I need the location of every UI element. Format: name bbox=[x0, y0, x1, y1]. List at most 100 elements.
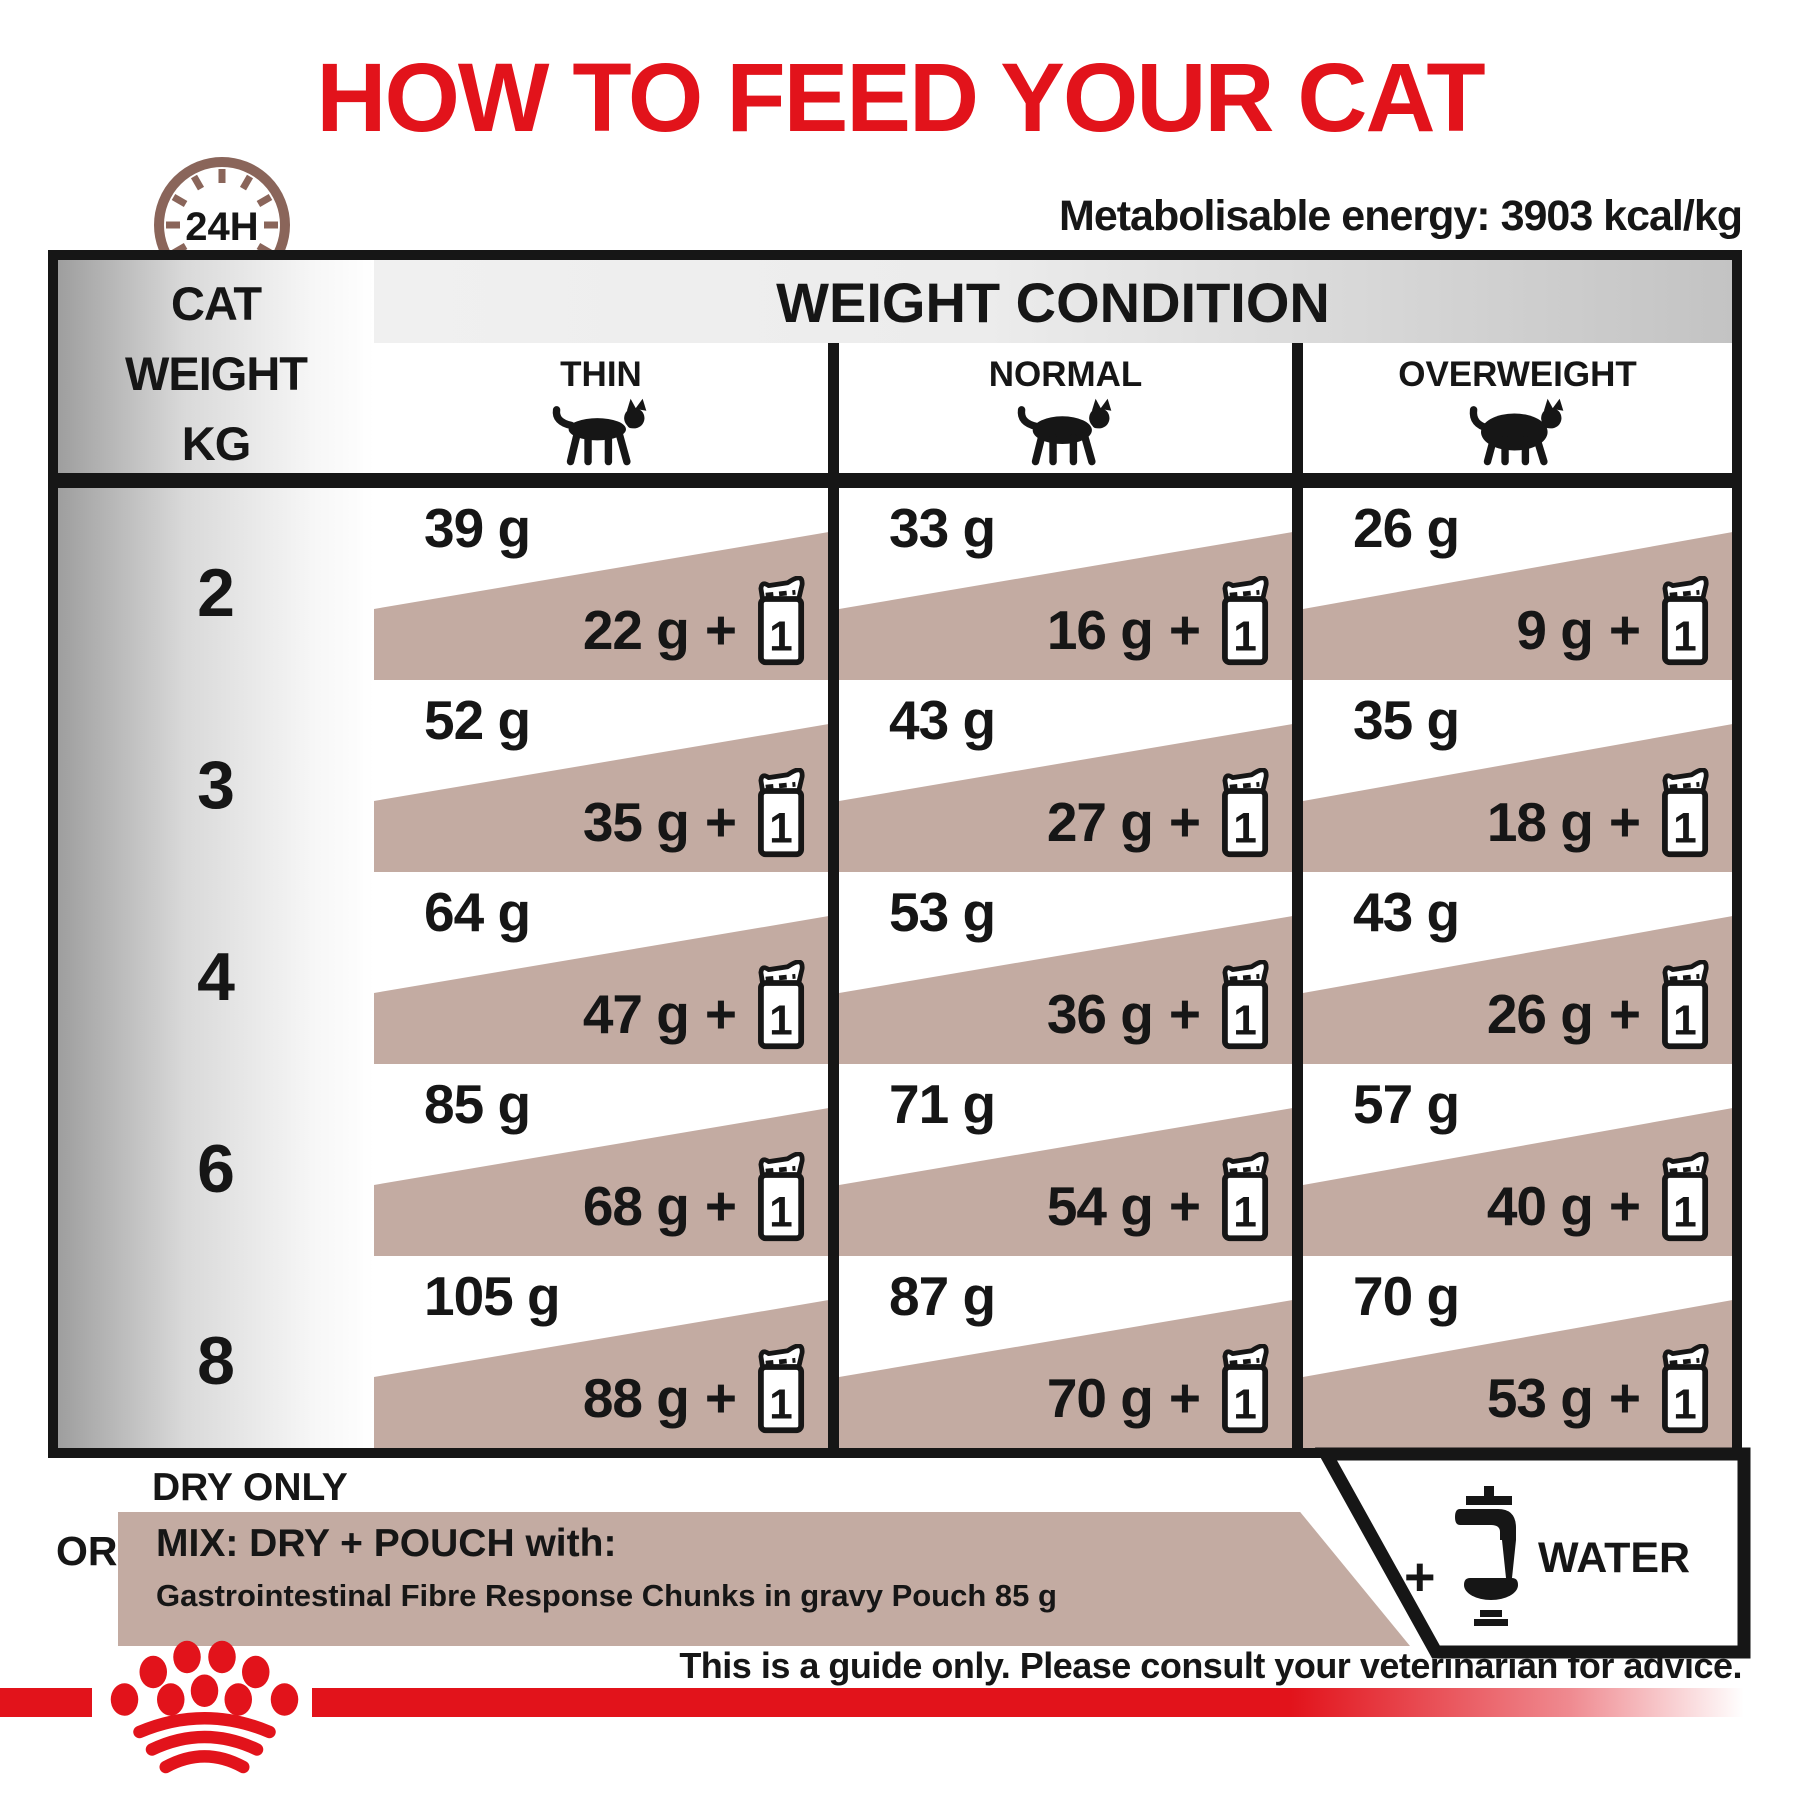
clock-24h-label: 24H bbox=[185, 205, 258, 249]
cell-4kg-overweight: 43 g 26 g + 1 bbox=[1303, 872, 1732, 1064]
pouch-icon: 1 bbox=[758, 768, 805, 858]
pouch-icon: 1 bbox=[1222, 768, 1269, 858]
page-title: HOW TO FEED YOUR CAT bbox=[316, 43, 1485, 152]
mix-amount: 16 g bbox=[1046, 599, 1154, 661]
cell-8kg-overweight: 70 g 53 g + 1 bbox=[1303, 1256, 1732, 1448]
condition-label: NORMAL bbox=[988, 355, 1143, 394]
svg-text:1: 1 bbox=[1673, 613, 1696, 660]
metabolisable-energy-note: Metabolisable energy: 3903 kcal/kg bbox=[1059, 192, 1743, 240]
mix-amount: 35 g bbox=[582, 791, 690, 853]
plus-sign: + bbox=[1608, 1175, 1641, 1237]
cat-weight-kg-3: 3 bbox=[197, 747, 235, 823]
pouch-icon: 1 bbox=[1222, 1344, 1269, 1434]
dry-amount: 53 g bbox=[889, 881, 996, 943]
pouch-icon: 1 bbox=[758, 960, 805, 1050]
corner-header-line-1: CAT bbox=[170, 277, 262, 330]
pouch-icon: 1 bbox=[758, 576, 805, 666]
svg-text:1: 1 bbox=[769, 805, 792, 852]
pouch-icon: 1 bbox=[1662, 1344, 1709, 1434]
water-box-border bbox=[1314, 1447, 1751, 1659]
cell-6kg-overweight: 57 g 40 g + 1 bbox=[1303, 1064, 1732, 1256]
mix-amount: 53 g bbox=[1486, 1367, 1594, 1429]
dry-amount: 33 g bbox=[889, 497, 996, 559]
column-divider-normal-overweight bbox=[1292, 343, 1303, 1448]
cell-8kg-normal: 87 g 70 g + 1 bbox=[839, 1256, 1292, 1448]
pouch-icon: 1 bbox=[758, 1152, 805, 1242]
cat-normal-icon bbox=[1017, 398, 1111, 466]
cat-weight-kg-6: 6 bbox=[197, 1131, 235, 1207]
mix-amount-line: 53 g + 1 bbox=[1487, 1344, 1716, 1436]
cell-3kg-normal: 43 g 27 g + 1 bbox=[839, 680, 1292, 872]
water-label: WATER bbox=[1538, 1534, 1691, 1582]
corner-header-line-3: KG bbox=[181, 417, 252, 470]
mix-amount: 27 g bbox=[1046, 791, 1154, 853]
water-plus-sign: + bbox=[1404, 1547, 1436, 1607]
mix-amount: 26 g bbox=[1486, 983, 1594, 1045]
cell-2kg-overweight: 26 g 9 g + 1 bbox=[1303, 488, 1732, 680]
mix-amount: 9 g bbox=[1516, 599, 1593, 661]
mix-amount: 47 g bbox=[582, 983, 690, 1045]
pouch-icon: 1 bbox=[1662, 960, 1709, 1050]
svg-text:1: 1 bbox=[769, 1381, 792, 1428]
dry-amount: 87 g bbox=[889, 1265, 996, 1327]
mix-amount-line: 40 g + 1 bbox=[1487, 1152, 1716, 1244]
svg-text:1: 1 bbox=[1233, 613, 1256, 660]
plus-sign: + bbox=[1168, 599, 1201, 661]
plus-sign: + bbox=[704, 1367, 737, 1429]
mix-amount: 36 g bbox=[1046, 983, 1154, 1045]
pouch-icon: 1 bbox=[758, 1344, 805, 1434]
corner-header-line-2: WEIGHT bbox=[125, 347, 308, 400]
pouch-icon: 1 bbox=[1222, 576, 1269, 666]
cat-weight-kg-8: 8 bbox=[197, 1323, 235, 1399]
weight-condition-header: WEIGHT CONDITION bbox=[776, 271, 1330, 334]
mix-amount-line: 16 g + 1 bbox=[1047, 576, 1276, 668]
pouch-icon: 1 bbox=[1662, 768, 1709, 858]
condition-header-thin: THIN bbox=[374, 343, 828, 473]
plus-sign: + bbox=[1608, 1367, 1641, 1429]
mix-amount-line: 88 g + 1 bbox=[583, 1344, 812, 1436]
mix-option-subtitle: Gastrointestinal Fibre Response Chunks i… bbox=[156, 1578, 1057, 1613]
mix-amount: 22 g bbox=[582, 599, 690, 661]
plus-sign: + bbox=[704, 983, 737, 1045]
plus-sign: + bbox=[704, 1175, 737, 1237]
plus-sign: + bbox=[1608, 983, 1641, 1045]
plus-sign: + bbox=[1168, 1367, 1201, 1429]
mix-amount-line: 68 g + 1 bbox=[583, 1152, 812, 1244]
dry-amount: 39 g bbox=[424, 497, 531, 559]
cat-thin-icon bbox=[552, 398, 647, 466]
or-label: OR bbox=[56, 1528, 118, 1574]
dry-amount: 64 g bbox=[424, 881, 531, 943]
condition-label: OVERWEIGHT bbox=[1398, 355, 1637, 394]
condition-header-overweight: OVERWEIGHT bbox=[1303, 343, 1732, 473]
plus-sign: + bbox=[1168, 1175, 1201, 1237]
condition-header-normal: NORMAL bbox=[839, 343, 1292, 473]
pouch-icon: 1 bbox=[1222, 960, 1269, 1050]
mix-option-title: MIX: DRY + POUCH with: bbox=[156, 1522, 617, 1565]
svg-text:1: 1 bbox=[1673, 805, 1696, 852]
pouch-icon: 1 bbox=[1662, 1152, 1709, 1242]
dry-amount: 35 g bbox=[1353, 689, 1460, 751]
mix-amount: 40 g bbox=[1486, 1175, 1594, 1237]
svg-text:1: 1 bbox=[1233, 997, 1256, 1044]
plus-sign: + bbox=[1608, 791, 1641, 853]
cat-weight-kg-4: 4 bbox=[197, 939, 235, 1015]
cell-6kg-thin: 85 g 68 g + 1 bbox=[374, 1064, 828, 1256]
feeding-table: WEIGHT CONDITION CAT WEIGHT KG THIN NORM… bbox=[48, 250, 1742, 1458]
pouch-icon: 1 bbox=[1662, 576, 1709, 666]
cell-2kg-normal: 33 g 16 g + 1 bbox=[839, 488, 1292, 680]
faucet-water-bowl-icon bbox=[1455, 1486, 1518, 1626]
mix-amount-line: 9 g + 1 bbox=[1516, 576, 1716, 668]
mix-amount: 68 g bbox=[582, 1175, 690, 1237]
svg-text:1: 1 bbox=[1233, 805, 1256, 852]
mix-amount: 88 g bbox=[582, 1367, 690, 1429]
mix-amount: 54 g bbox=[1046, 1175, 1154, 1237]
mix-amount-line: 35 g + 1 bbox=[583, 768, 812, 860]
cell-4kg-normal: 53 g 36 g + 1 bbox=[839, 872, 1292, 1064]
guide-note: This is a guide only. Please consult you… bbox=[679, 1645, 1742, 1686]
mix-amount: 18 g bbox=[1486, 791, 1594, 853]
svg-text:1: 1 bbox=[1673, 997, 1696, 1044]
dry-amount: 105 g bbox=[424, 1265, 561, 1327]
cell-3kg-thin: 52 g 35 g + 1 bbox=[374, 680, 828, 872]
dry-amount: 71 g bbox=[889, 1073, 996, 1135]
